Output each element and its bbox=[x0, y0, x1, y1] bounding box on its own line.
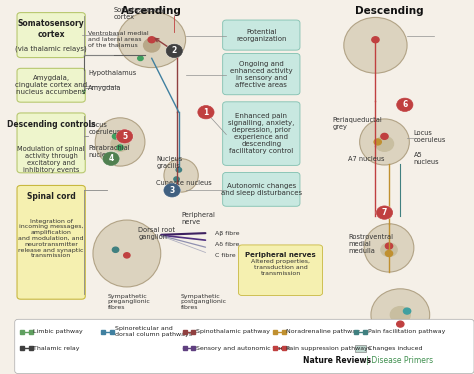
Circle shape bbox=[144, 39, 160, 52]
Text: Hypothalamus: Hypothalamus bbox=[89, 70, 137, 76]
Text: Pain facilitation pathway: Pain facilitation pathway bbox=[368, 329, 445, 334]
Text: Spinothalamic pathway: Spinothalamic pathway bbox=[196, 329, 270, 334]
FancyBboxPatch shape bbox=[17, 186, 85, 299]
Text: Sensory and autonomic fibres: Sensory and autonomic fibres bbox=[196, 346, 290, 351]
Text: Potential
reorganization: Potential reorganization bbox=[236, 28, 287, 42]
FancyBboxPatch shape bbox=[238, 245, 323, 295]
Text: Somatosensory
cortex: Somatosensory cortex bbox=[18, 19, 84, 39]
FancyBboxPatch shape bbox=[223, 172, 300, 206]
Text: Nature Reviews: Nature Reviews bbox=[303, 356, 371, 365]
Text: Ongoing and
enhanced activity
in sensory and
affective areas: Ongoing and enhanced activity in sensory… bbox=[230, 61, 292, 88]
Circle shape bbox=[112, 134, 118, 139]
Circle shape bbox=[374, 139, 381, 145]
FancyBboxPatch shape bbox=[223, 20, 300, 50]
Circle shape bbox=[397, 98, 413, 111]
Text: Periaqueductal
grey: Periaqueductal grey bbox=[332, 117, 382, 130]
Circle shape bbox=[381, 243, 397, 257]
Ellipse shape bbox=[118, 12, 186, 68]
Text: Peripheral
nerve: Peripheral nerve bbox=[181, 212, 215, 225]
Circle shape bbox=[375, 137, 393, 151]
Circle shape bbox=[117, 130, 133, 143]
Ellipse shape bbox=[344, 18, 407, 73]
Text: Amygdala: Amygdala bbox=[89, 85, 122, 91]
Text: 4: 4 bbox=[109, 154, 114, 163]
Text: Locus
coeruleus: Locus coeruleus bbox=[414, 130, 446, 143]
Text: Thalamic relay: Thalamic relay bbox=[33, 346, 80, 351]
Circle shape bbox=[198, 105, 214, 119]
Text: 2: 2 bbox=[172, 46, 177, 55]
Circle shape bbox=[176, 168, 182, 172]
Circle shape bbox=[372, 37, 379, 43]
Text: Limbic pathway: Limbic pathway bbox=[33, 329, 83, 334]
Text: Dorsal root
ganglion: Dorsal root ganglion bbox=[138, 227, 175, 239]
Text: Enhanced pain
signalling, anxiety,
depression, prior
experience and
descending
f: Enhanced pain signalling, anxiety, depre… bbox=[228, 113, 294, 154]
Text: 3: 3 bbox=[169, 186, 175, 195]
Text: Somatosensory
cortex: Somatosensory cortex bbox=[113, 7, 165, 20]
Circle shape bbox=[397, 321, 404, 327]
FancyBboxPatch shape bbox=[17, 13, 85, 58]
Text: Noradrenaline pathway: Noradrenaline pathway bbox=[286, 329, 360, 334]
Text: Aδ fibre: Aδ fibre bbox=[215, 242, 239, 247]
Ellipse shape bbox=[360, 119, 410, 165]
Text: C fibre: C fibre bbox=[215, 253, 236, 258]
Text: Sympathetic
postganglionic
fibres: Sympathetic postganglionic fibres bbox=[181, 294, 227, 310]
Circle shape bbox=[381, 134, 388, 140]
Text: Descending controls: Descending controls bbox=[7, 120, 95, 129]
Ellipse shape bbox=[164, 159, 198, 192]
Text: Spinoreticular and
dorsal column pathways: Spinoreticular and dorsal column pathway… bbox=[115, 326, 191, 337]
Text: Spinal cord: Spinal cord bbox=[27, 192, 75, 201]
Circle shape bbox=[174, 177, 179, 181]
Text: Locus
coeruleus: Locus coeruleus bbox=[89, 122, 121, 135]
Circle shape bbox=[112, 247, 118, 252]
Text: Peripheral nerves: Peripheral nerves bbox=[245, 252, 316, 258]
Circle shape bbox=[148, 37, 155, 43]
Text: Cuneate nucleus: Cuneate nucleus bbox=[156, 180, 212, 186]
Text: Descending: Descending bbox=[355, 6, 423, 16]
Text: Ascending: Ascending bbox=[121, 6, 182, 16]
Circle shape bbox=[385, 243, 392, 249]
Circle shape bbox=[391, 307, 410, 323]
Text: Modulation of spinal
activity through
excitatory and
inhibitory events: Modulation of spinal activity through ex… bbox=[18, 146, 85, 173]
Text: Rostroventral
medial
medulla: Rostroventral medial medulla bbox=[348, 234, 393, 254]
Text: | Disease Primers: | Disease Primers bbox=[364, 356, 433, 365]
Text: 6: 6 bbox=[402, 100, 408, 109]
Text: Amygdala,
cingulate cortex and
nucleus accumbens: Amygdala, cingulate cortex and nucleus a… bbox=[15, 75, 87, 95]
FancyBboxPatch shape bbox=[15, 319, 474, 374]
Circle shape bbox=[166, 44, 182, 58]
Text: Autonomic changes
and sleep disturbances: Autonomic changes and sleep disturbances bbox=[221, 183, 302, 196]
Circle shape bbox=[138, 56, 143, 61]
Text: Changes induced: Changes induced bbox=[368, 346, 422, 351]
Text: 5: 5 bbox=[122, 132, 127, 141]
Text: Pain suppression pathways: Pain suppression pathways bbox=[286, 346, 372, 351]
Text: (via thalamic relays): (via thalamic relays) bbox=[15, 46, 87, 52]
Ellipse shape bbox=[364, 224, 414, 272]
Circle shape bbox=[164, 184, 180, 197]
Text: Ventrobasal medial
and lateral areas
of the thalamus: Ventrobasal medial and lateral areas of … bbox=[89, 31, 149, 48]
Text: Altered properties,
transduction and
transmission: Altered properties, transduction and tra… bbox=[251, 259, 310, 276]
FancyBboxPatch shape bbox=[17, 68, 85, 102]
FancyBboxPatch shape bbox=[17, 113, 85, 173]
Text: A7 nucleus: A7 nucleus bbox=[348, 156, 385, 162]
Circle shape bbox=[103, 152, 119, 165]
Circle shape bbox=[124, 253, 130, 258]
Circle shape bbox=[117, 145, 123, 150]
Text: Sympathetic
preganglionic
fibres: Sympathetic preganglionic fibres bbox=[108, 294, 151, 310]
Circle shape bbox=[111, 137, 129, 151]
Text: 1: 1 bbox=[203, 108, 209, 117]
Text: A5
nucleus: A5 nucleus bbox=[414, 152, 439, 165]
Ellipse shape bbox=[93, 220, 161, 287]
Ellipse shape bbox=[371, 289, 430, 341]
Text: 7: 7 bbox=[382, 208, 387, 217]
FancyBboxPatch shape bbox=[223, 53, 300, 95]
Text: Integration of
incoming messages,
amplification
and modulation, and
neurotransmi: Integration of incoming messages, amplif… bbox=[18, 218, 84, 258]
FancyBboxPatch shape bbox=[223, 102, 300, 165]
Circle shape bbox=[403, 308, 410, 314]
FancyBboxPatch shape bbox=[355, 345, 365, 352]
Ellipse shape bbox=[95, 118, 145, 166]
Text: Aβ fibre: Aβ fibre bbox=[215, 230, 239, 236]
Circle shape bbox=[376, 206, 392, 219]
Text: Nucleus
gracilis: Nucleus gracilis bbox=[156, 156, 182, 169]
Text: Parabrachial
nucleus: Parabrachial nucleus bbox=[89, 145, 130, 158]
Circle shape bbox=[385, 251, 392, 257]
